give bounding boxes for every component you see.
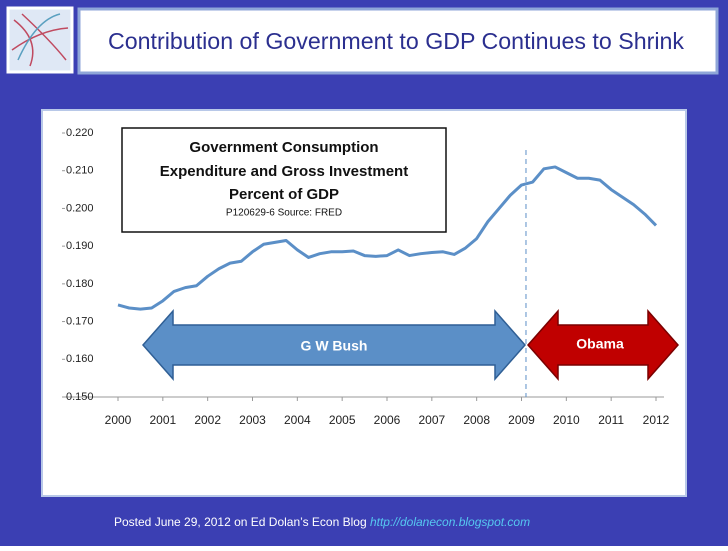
y-tick-label: 0.150 — [66, 391, 94, 403]
annotation-box — [121, 127, 447, 233]
y-tick-label: 0.160 — [66, 353, 94, 365]
annotation: Obama — [576, 336, 624, 352]
annotation: Percent of GDP — [229, 186, 339, 203]
x-tick-label: 2001 — [149, 413, 176, 427]
footer: Posted June 29, 2012 on Ed Dolan’s Econ … — [114, 515, 530, 529]
x-tick-label: 2004 — [284, 413, 311, 427]
y-tick-label: 0.180 — [66, 278, 94, 290]
footer-link[interactable]: http://dolanecon.blogspot.com — [370, 515, 530, 529]
plot: 0.150 0.160 0.170 0.180 0.190 0.200 0.210 0.220… — [62, 127, 680, 427]
annotation: Expenditure and Gross Investment — [160, 163, 408, 180]
y-tick-label: 0.220 — [66, 127, 94, 139]
data-line — [117, 165, 658, 311]
obama-arrow — [526, 309, 680, 381]
x-tick-label: 2000 — [105, 413, 132, 427]
x-tick-label: 2006 — [374, 413, 401, 427]
annotation: G W Bush — [301, 338, 368, 354]
x-tick-label: 2012 — [643, 413, 670, 427]
footer-text: Posted June 29, 2012 on Ed Dolan’s Econ … — [114, 515, 370, 529]
x-tick-label: 2007 — [418, 413, 445, 427]
x-tick-label: 2003 — [239, 413, 266, 427]
y-tick-label: 0.200 — [66, 202, 94, 214]
x-tick-label: 2005 — [329, 413, 356, 427]
logo-lines — [11, 13, 69, 67]
x-tick-label: 2009 — [508, 413, 535, 427]
x-tick-label: 2002 — [194, 413, 221, 427]
bush-arrow — [141, 309, 527, 381]
x-tick-label: 2010 — [553, 413, 580, 427]
logo — [6, 6, 74, 74]
y-tick-label: 0.170 — [66, 315, 94, 327]
x-tick-label: 2011 — [598, 413, 624, 427]
y-tick-label: 0.190 — [66, 240, 94, 252]
annotation: Government Consumption — [189, 139, 378, 156]
y-tick-label: 0.210 — [66, 165, 94, 177]
title-box — [77, 7, 719, 75]
x-tick-label: 2008 — [463, 413, 490, 427]
logo-lines — [17, 13, 61, 61]
annotation: P120629-6 Source: FRED — [226, 208, 342, 219]
slide-title: Contribution of Government to GDP Contin… — [108, 28, 684, 54]
